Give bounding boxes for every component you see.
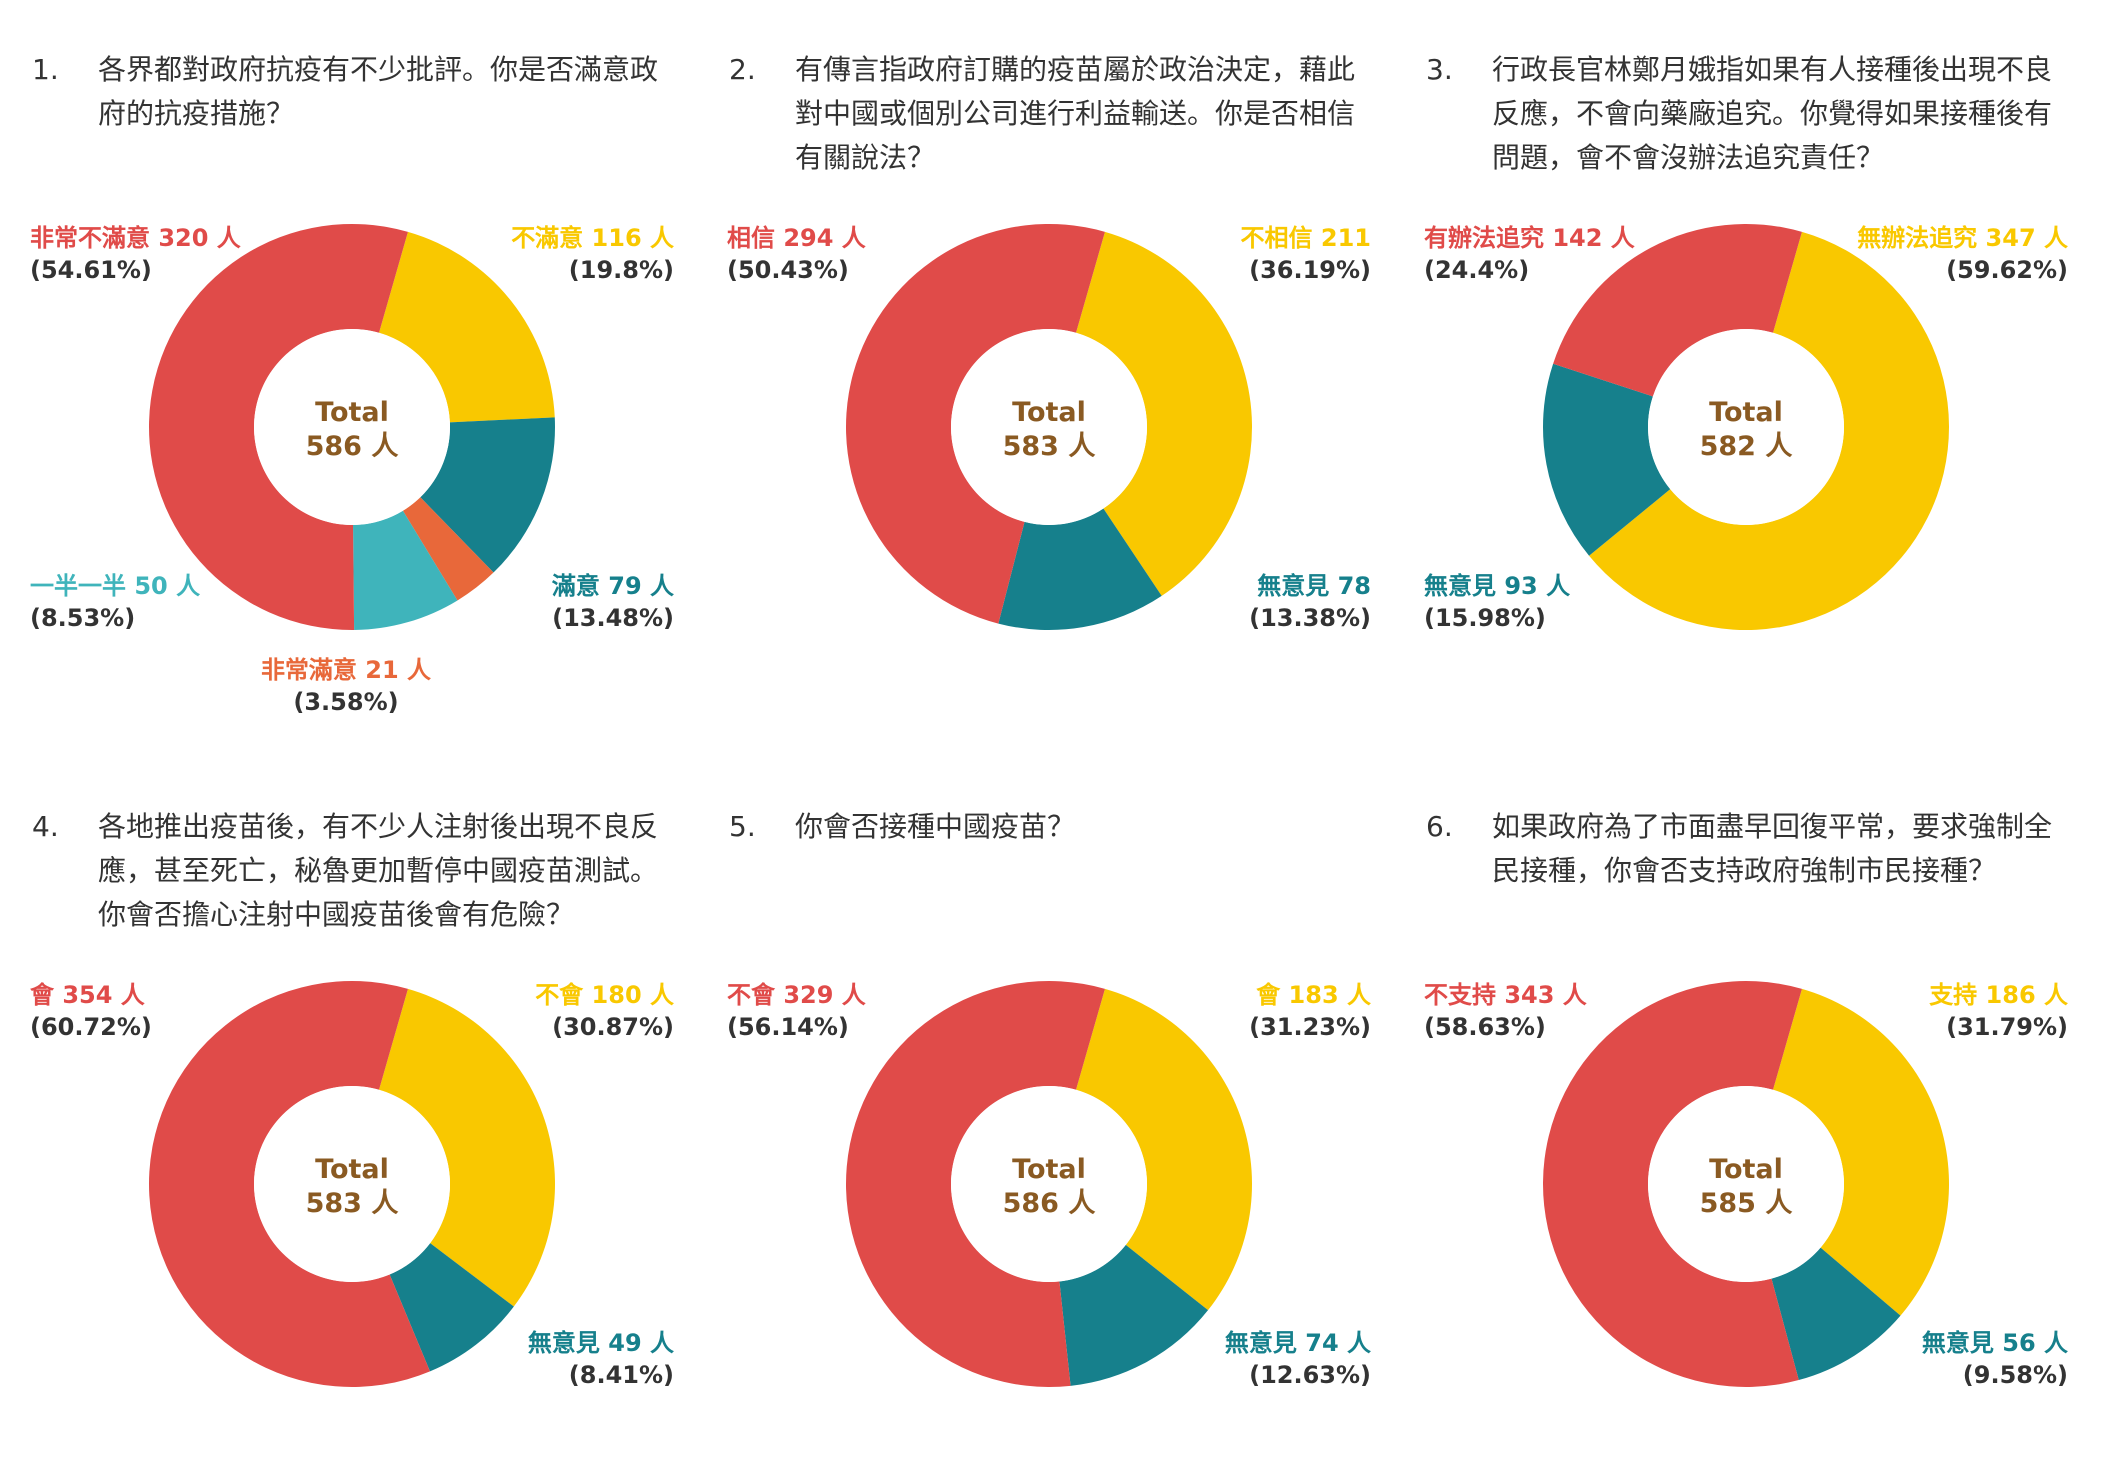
chart-panel-1: 1. 各界都對政府抗疫有不少批評。你是否滿意政府的抗疫措施？ Total 586 … [0, 0, 704, 716]
donut-slice [1076, 988, 1252, 1311]
slice-label: 無意見 56 人 (9.58%) [1921, 1329, 2068, 1389]
donut-slice [1543, 981, 1802, 1387]
slice-label: 無意見 49 人 (8.41%) [527, 1329, 674, 1389]
question-number: 1. [32, 53, 59, 86]
total-title: Total [1709, 397, 1783, 428]
slice-label: 不會 329 人 (56.14%) [727, 981, 866, 1041]
slice-label: 不相信 211 (36.19%) [1240, 224, 1371, 284]
question-text: 如果政府為了市面盡早回復平常，要求強制全民接種，你會否支持政府強制市民接種？ [1492, 810, 2053, 887]
donut-center [1648, 1086, 1844, 1282]
donut-slice [998, 508, 1162, 630]
donut-slice [1076, 231, 1252, 596]
donut-slice [149, 223, 408, 630]
slice-label: 有辦法追究 142 人 (24.4%) [1424, 224, 1635, 284]
donut-center [254, 329, 450, 525]
slice-label: 無意見 93 人 (15.98%) [1424, 572, 1571, 632]
chart-panel-5: 5. 你會否接種中國疫苗？ Total 586 人 不會 329 人 (56.14… [697, 757, 1401, 1472]
question-number: 4. [32, 810, 59, 843]
donut-slice [1553, 223, 1802, 397]
donut-chart: Total 583 人 [844, 222, 1254, 632]
donut-slice [1059, 1244, 1209, 1386]
total-title: Total [315, 397, 389, 428]
slice-label: 支持 186 人 (31.79%) [1929, 981, 2068, 1041]
donut-chart: Total 582 人 [1541, 222, 1951, 632]
total-title: Total [1709, 1154, 1783, 1185]
question-text: 行政長官林鄭月娥指如果有人接種後出現不良反應，不會向藥廠追究。你覺得如果接種後有… [1492, 53, 2053, 174]
slice-label: 不支持 343 人 (58.63%) [1424, 981, 1587, 1041]
question-number: 6. [1426, 810, 1453, 843]
donut-slice [420, 417, 555, 573]
slice-label: 會 183 人 (31.23%) [1249, 981, 1371, 1041]
question-number: 3. [1426, 53, 1453, 86]
question-text: 各界都對政府抗疫有不少批評。你是否滿意政府的抗疫措施？ [98, 53, 659, 130]
donut-slice [402, 497, 494, 601]
total-value: 586 人 [1003, 1188, 1096, 1219]
slice-label: 無意見 78 (13.38%) [1249, 572, 1371, 632]
donut-slice [1771, 1247, 1901, 1381]
donut-center [951, 329, 1147, 525]
donut-center [1648, 329, 1844, 525]
slice-label: 無意見 74 人 (12.63%) [1224, 1329, 1371, 1389]
question-text: 各地推出疫苗後，有不少人注射後出現不良反應，甚至死亡，秘魯更加暫停中國疫苗測試。… [98, 810, 659, 931]
donut-chart: Total 585 人 [1541, 979, 1951, 1389]
slice-label: 一半一半 50 人 (8.53%) [30, 572, 201, 632]
chart-panel-4: 4. 各地推出疫苗後，有不少人注射後出現不良反應，甚至死亡，秘魯更加暫停中國疫苗… [0, 757, 704, 1472]
question-number: 5. [729, 810, 756, 843]
chart-panel-3: 3. 行政長官林鄭月娥指如果有人接種後出現不良反應，不會向藥廠追究。你覺得如果接… [1394, 0, 2098, 715]
donut-slice [353, 510, 458, 630]
slice-label: 無辦法追究 347 人 (59.62%) [1857, 224, 2068, 284]
total-value: 585 人 [1700, 1188, 1793, 1219]
donut-chart: Total 583 人 [147, 979, 557, 1389]
donut-slice [845, 980, 1105, 1387]
question-number: 2. [729, 53, 756, 86]
donut-slice [1773, 988, 1949, 1316]
slice-label: 不會 180 人 (30.87%) [535, 981, 674, 1041]
chart-panel-6: 6. 如果政府為了市面盡早回復平常，要求強制全民接種，你會否支持政府強制市民接種… [1394, 757, 2098, 1472]
donut-slice [379, 231, 555, 423]
question-text: 你會否接種中國疫苗？ [795, 810, 1076, 843]
total-value: 586 人 [306, 431, 399, 462]
slice-label: 相信 294 人 (50.43%) [727, 224, 866, 284]
total-title: Total [315, 1154, 389, 1185]
donut-slice [846, 223, 1105, 624]
slice-label: 非常不滿意 320 人 (54.61%) [30, 224, 241, 284]
donut-slice [1589, 231, 1949, 630]
total-value: 583 人 [306, 1188, 399, 1219]
total-title: Total [1012, 397, 1086, 428]
slice-label: 非常滿意 21 人 (3.58%) [260, 656, 432, 716]
donut-slice [148, 980, 430, 1387]
donut-center [951, 1086, 1147, 1282]
total-value: 582 人 [1700, 431, 1793, 462]
donut-chart: Total 586 人 [147, 222, 557, 632]
donut-chart: Total 586 人 [844, 979, 1254, 1389]
slice-label: 滿意 79 人 (13.48%) [551, 572, 674, 632]
question-text: 有傳言指政府訂購的疫苗屬於政治決定，藉此對中國或個別公司進行利益輸送。你是否相信… [795, 53, 1356, 174]
total-title: Total [1012, 1154, 1086, 1185]
total-value: 583 人 [1003, 431, 1096, 462]
chart-panel-2: 2. 有傳言指政府訂購的疫苗屬於政治決定，藉此對中國或個別公司進行利益輸送。你是… [697, 0, 1401, 715]
donut-slice [389, 1243, 514, 1372]
donut-slice [379, 988, 555, 1307]
donut-slice [1543, 363, 1671, 556]
donut-center [254, 1086, 450, 1282]
slice-label: 不滿意 116 人 (19.8%) [511, 224, 674, 284]
slice-label: 會 354 人 (60.72%) [30, 981, 152, 1041]
